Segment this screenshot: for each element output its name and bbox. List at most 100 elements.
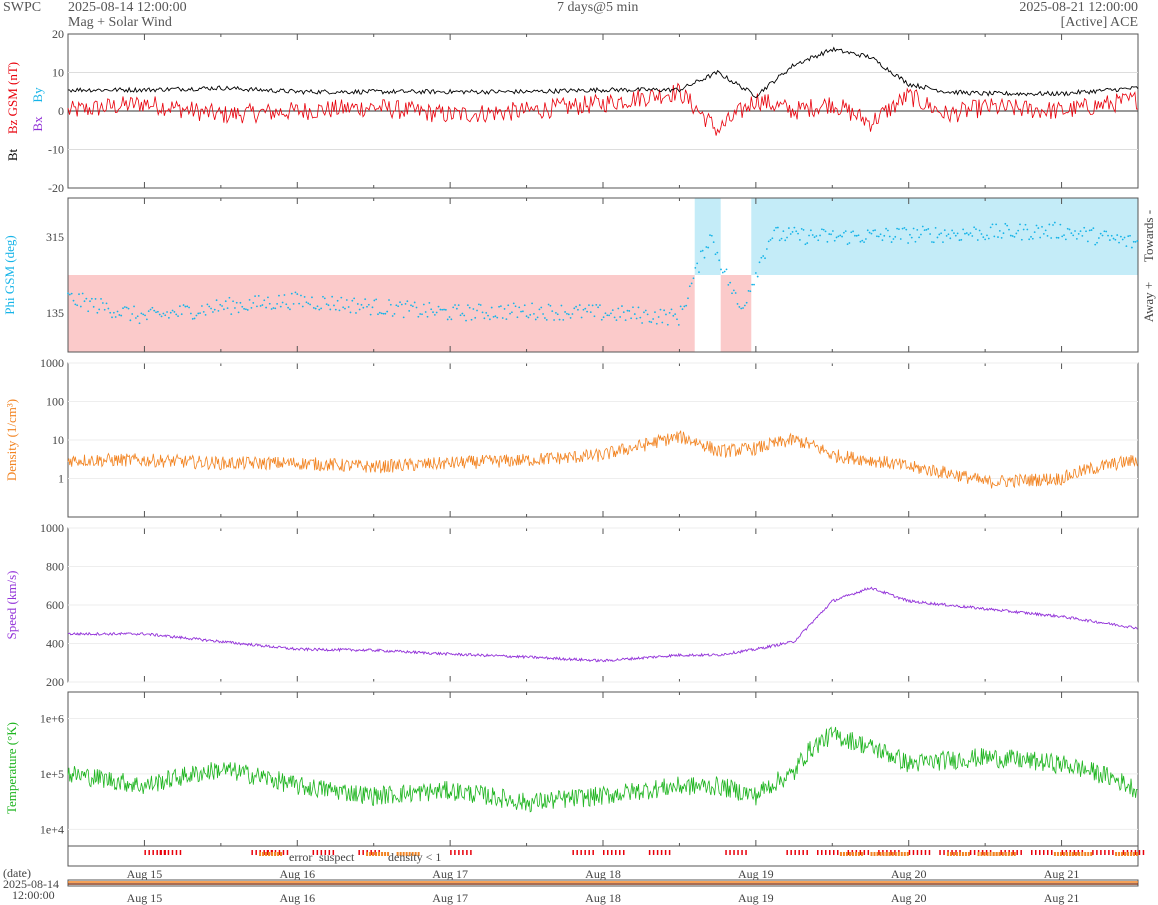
phi-point	[938, 233, 941, 236]
phi-point	[468, 306, 471, 309]
phi-point	[626, 309, 629, 312]
phi-point	[446, 318, 449, 321]
phi-point	[564, 311, 566, 313]
density-flag	[1078, 852, 1081, 856]
phi-point	[331, 295, 334, 298]
error-flag	[1020, 850, 1022, 855]
phi-point	[1022, 228, 1025, 231]
error-flag	[951, 850, 953, 855]
phi-point	[553, 319, 555, 321]
phi-point	[549, 304, 552, 307]
phi-point	[795, 230, 798, 233]
density-ytick-label: 10	[52, 433, 64, 447]
phi-point	[976, 239, 979, 241]
phi-point	[943, 229, 946, 232]
phi-point	[1107, 234, 1109, 237]
phi-point	[892, 238, 895, 240]
phi-point	[740, 307, 743, 310]
phi-point	[670, 308, 673, 311]
error-flag	[973, 850, 976, 855]
phi-point	[289, 308, 291, 311]
error-flag	[1047, 850, 1049, 855]
error-flag	[572, 850, 574, 855]
phi-point	[679, 305, 682, 308]
phi-point	[732, 289, 735, 292]
density-flag	[955, 852, 958, 856]
phi-point	[560, 304, 563, 307]
density-flag	[903, 852, 906, 856]
phi-point	[202, 311, 205, 313]
phi-point	[268, 302, 271, 305]
phi-point	[459, 314, 462, 317]
phi-point	[118, 314, 121, 316]
density-flag	[992, 852, 995, 856]
phi-point	[1097, 237, 1100, 239]
phi-point	[934, 226, 937, 229]
phi-point	[215, 299, 218, 302]
density-flag	[1007, 852, 1010, 856]
error-flag	[794, 850, 796, 855]
phi-point	[177, 315, 179, 318]
phi-point	[861, 239, 864, 242]
phi-point	[578, 304, 581, 306]
phi-point	[613, 316, 616, 319]
phi-point	[866, 229, 869, 232]
phi-point	[958, 239, 961, 242]
phi-point	[345, 299, 348, 301]
phi-point	[918, 236, 921, 239]
by-axis-label: By	[30, 87, 45, 103]
chart-subtitle: Mag + Solar Wind	[68, 15, 172, 30]
error-flag	[802, 850, 804, 855]
phi-point	[876, 235, 878, 238]
phi-point	[1033, 231, 1036, 234]
phi-point	[809, 229, 812, 232]
phi-point	[1088, 229, 1091, 232]
phi-point	[217, 309, 220, 312]
density-flag	[1010, 852, 1013, 856]
phi-point	[259, 305, 262, 307]
error-flag	[266, 850, 269, 855]
density-flag	[1121, 852, 1124, 856]
phi-point	[283, 294, 286, 296]
phi-point	[725, 268, 728, 271]
phi-point	[729, 281, 732, 284]
phi-point	[699, 250, 702, 253]
phi-point	[965, 232, 968, 234]
bt-series-line	[68, 46, 1139, 99]
error-flag	[148, 850, 150, 855]
error-flag	[607, 850, 609, 855]
phi-point	[874, 229, 876, 232]
density-flag	[891, 852, 894, 856]
phi-point	[877, 235, 880, 238]
phi-point	[907, 242, 910, 244]
phi-point	[1129, 234, 1131, 237]
phi-point	[342, 306, 345, 309]
phi-point	[896, 227, 898, 230]
phi-point	[415, 306, 418, 309]
phi-point	[854, 234, 856, 237]
phi-point	[595, 303, 598, 306]
phi-point	[947, 233, 950, 236]
phi-point	[1074, 230, 1076, 232]
phi-point	[1030, 235, 1032, 238]
phi-point	[688, 285, 691, 288]
phi-point	[186, 305, 189, 308]
phi-point	[547, 303, 550, 306]
phi-point	[452, 306, 455, 309]
phi-point	[540, 306, 543, 309]
phi-point	[481, 311, 484, 314]
phi-point	[650, 321, 653, 324]
phi-point	[593, 315, 596, 318]
phi-point	[619, 316, 622, 318]
phi-point	[545, 318, 548, 321]
error-flag	[652, 850, 655, 855]
phi-point	[463, 314, 466, 317]
phi-sector-away	[720, 275, 752, 352]
phi-point	[457, 304, 460, 307]
phi-point	[516, 316, 519, 319]
phi-point	[973, 226, 976, 229]
phi-point	[441, 308, 444, 311]
phi-point	[180, 313, 183, 316]
error-flag	[741, 850, 743, 855]
away-label: Away +	[1141, 282, 1156, 322]
